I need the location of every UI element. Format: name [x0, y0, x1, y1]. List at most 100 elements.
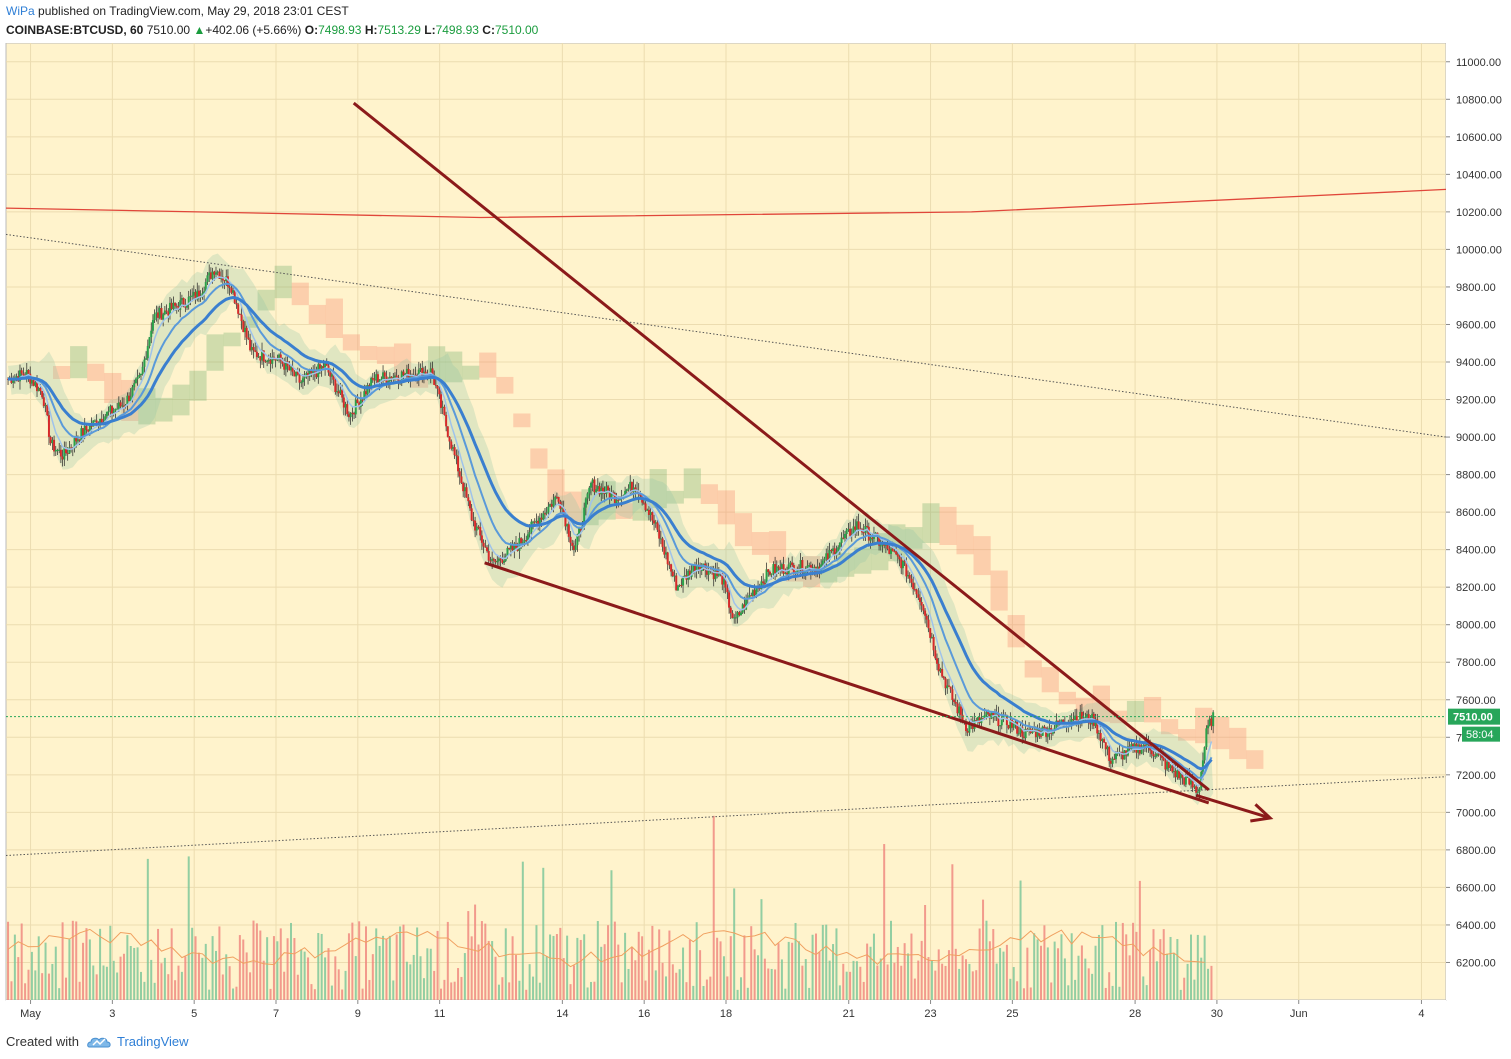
volume-bar: [705, 979, 708, 1000]
candle-body: [1108, 746, 1111, 761]
volume-bar: [119, 956, 122, 1000]
volume-bar: [603, 944, 606, 1000]
volume-bar: [269, 988, 272, 1000]
candle: [842, 529, 845, 540]
candle-body: [982, 718, 985, 720]
tradingview-link[interactable]: TradingView: [117, 1034, 189, 1049]
volume-bar: [879, 958, 882, 1000]
candle-body: [625, 489, 628, 492]
candle: [947, 678, 950, 687]
candle: [376, 371, 379, 383]
candle-body: [475, 526, 478, 531]
candle-body: [182, 297, 185, 306]
candle-body: [717, 573, 720, 576]
candle: [1195, 783, 1198, 799]
candle: [896, 551, 899, 564]
candle: [129, 388, 132, 402]
volume-bar: [105, 966, 108, 1000]
candle-body: [116, 408, 119, 410]
candle-body: [111, 406, 114, 414]
candle-body: [419, 368, 422, 370]
candle-body: [36, 382, 39, 392]
volume-bar: [1108, 972, 1111, 1000]
candle-body: [25, 369, 28, 377]
price-tick-label: 6200.00: [1456, 957, 1496, 969]
candle: [148, 337, 151, 349]
candle: [37, 386, 40, 392]
candle-body: [134, 379, 137, 384]
volume-bar: [930, 960, 933, 1000]
volume-bar: [1097, 934, 1100, 1000]
candle-body: [547, 506, 550, 513]
volume-bar: [665, 976, 667, 1000]
candle: [245, 325, 248, 345]
last-price-tag-label: 7510.00: [1453, 712, 1493, 724]
candle: [673, 569, 676, 582]
candle-body: [956, 703, 959, 714]
price-chart[interactable]: 6200.00 6400.00 6600.00 6800.00 7000.00 7200.…: [0, 43, 1511, 1027]
candle-body: [99, 418, 102, 424]
candle-body: [724, 579, 727, 588]
time-axis[interactable]: May 3 5 7 9 11 14 16 18 21 23 25 28 30 Jun 4: [6, 1000, 1446, 1027]
volume-bar: [958, 968, 961, 1000]
candle: [303, 370, 306, 386]
candle-body: [878, 536, 881, 546]
candle-body: [298, 374, 301, 383]
volume-bar: [133, 947, 136, 1000]
candle-body: [854, 526, 857, 530]
candle-body: [46, 405, 49, 416]
candle-body: [49, 436, 52, 444]
candle-body: [929, 628, 932, 638]
candle: [590, 481, 592, 496]
candle-body: [257, 356, 260, 358]
candle-body: [375, 374, 378, 381]
candle-body: [480, 535, 483, 543]
tradingview-cloud-icon[interactable]: [86, 1032, 112, 1052]
candle-body: [910, 578, 913, 583]
candle-body: [562, 508, 565, 515]
volume-bar: [167, 974, 170, 1000]
time-tick-label: 7: [273, 1008, 279, 1020]
candle-body: [168, 302, 171, 316]
candle-body: [918, 597, 921, 602]
candle-body: [136, 376, 139, 380]
cloud-segment: [291, 282, 309, 306]
price-axis[interactable]: 6200.00 6400.00 6600.00 6800.00 7000.00 7200.…: [1446, 43, 1511, 1000]
volume-bar: [1080, 945, 1083, 1000]
symbol-line: COINBASE:BTCUSD, 60 7510.00 ▲+402.06 (+5…: [6, 23, 538, 37]
cloud-segment: [768, 531, 787, 563]
candle-body: [325, 362, 328, 366]
author-link[interactable]: WiPa: [6, 4, 35, 18]
cloud-segment: [888, 524, 906, 562]
candle-body: [404, 373, 407, 376]
candle-body: [658, 529, 661, 539]
candle: [658, 523, 661, 547]
candle-body: [281, 360, 284, 364]
candle-body: [1172, 770, 1175, 772]
candle: [359, 391, 362, 414]
candle: [975, 717, 978, 722]
volume-bar: [913, 978, 916, 1000]
volume-bar: [184, 956, 187, 1000]
candle-body: [1113, 758, 1116, 760]
cloud-segment: [854, 547, 872, 574]
candle-body: [1040, 735, 1042, 737]
candle-body: [578, 528, 581, 535]
volume-bar: [1149, 949, 1152, 1000]
candle-body: [1210, 718, 1213, 727]
volume-bar: [375, 928, 378, 1000]
candle: [446, 426, 449, 438]
volume-bar: [862, 981, 865, 1000]
candle-body: [313, 369, 316, 374]
volume-bar: [825, 924, 828, 1000]
candle: [54, 445, 57, 456]
candle-body: [329, 372, 332, 377]
candle: [470, 504, 473, 522]
candle: [191, 288, 194, 302]
volume-bar: [82, 942, 85, 1000]
volume-bar: [716, 937, 719, 1000]
candle: [1111, 756, 1114, 768]
volume-bar: [866, 943, 869, 1000]
volume-bar: [988, 941, 991, 1000]
candle-body: [209, 272, 212, 279]
